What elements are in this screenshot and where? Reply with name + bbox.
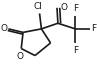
Text: O: O bbox=[61, 3, 68, 12]
Text: F: F bbox=[73, 46, 78, 55]
Text: F: F bbox=[91, 24, 96, 33]
Text: O: O bbox=[17, 52, 24, 61]
Text: Cl: Cl bbox=[33, 2, 42, 11]
Text: F: F bbox=[73, 4, 78, 13]
Text: O: O bbox=[0, 24, 7, 33]
